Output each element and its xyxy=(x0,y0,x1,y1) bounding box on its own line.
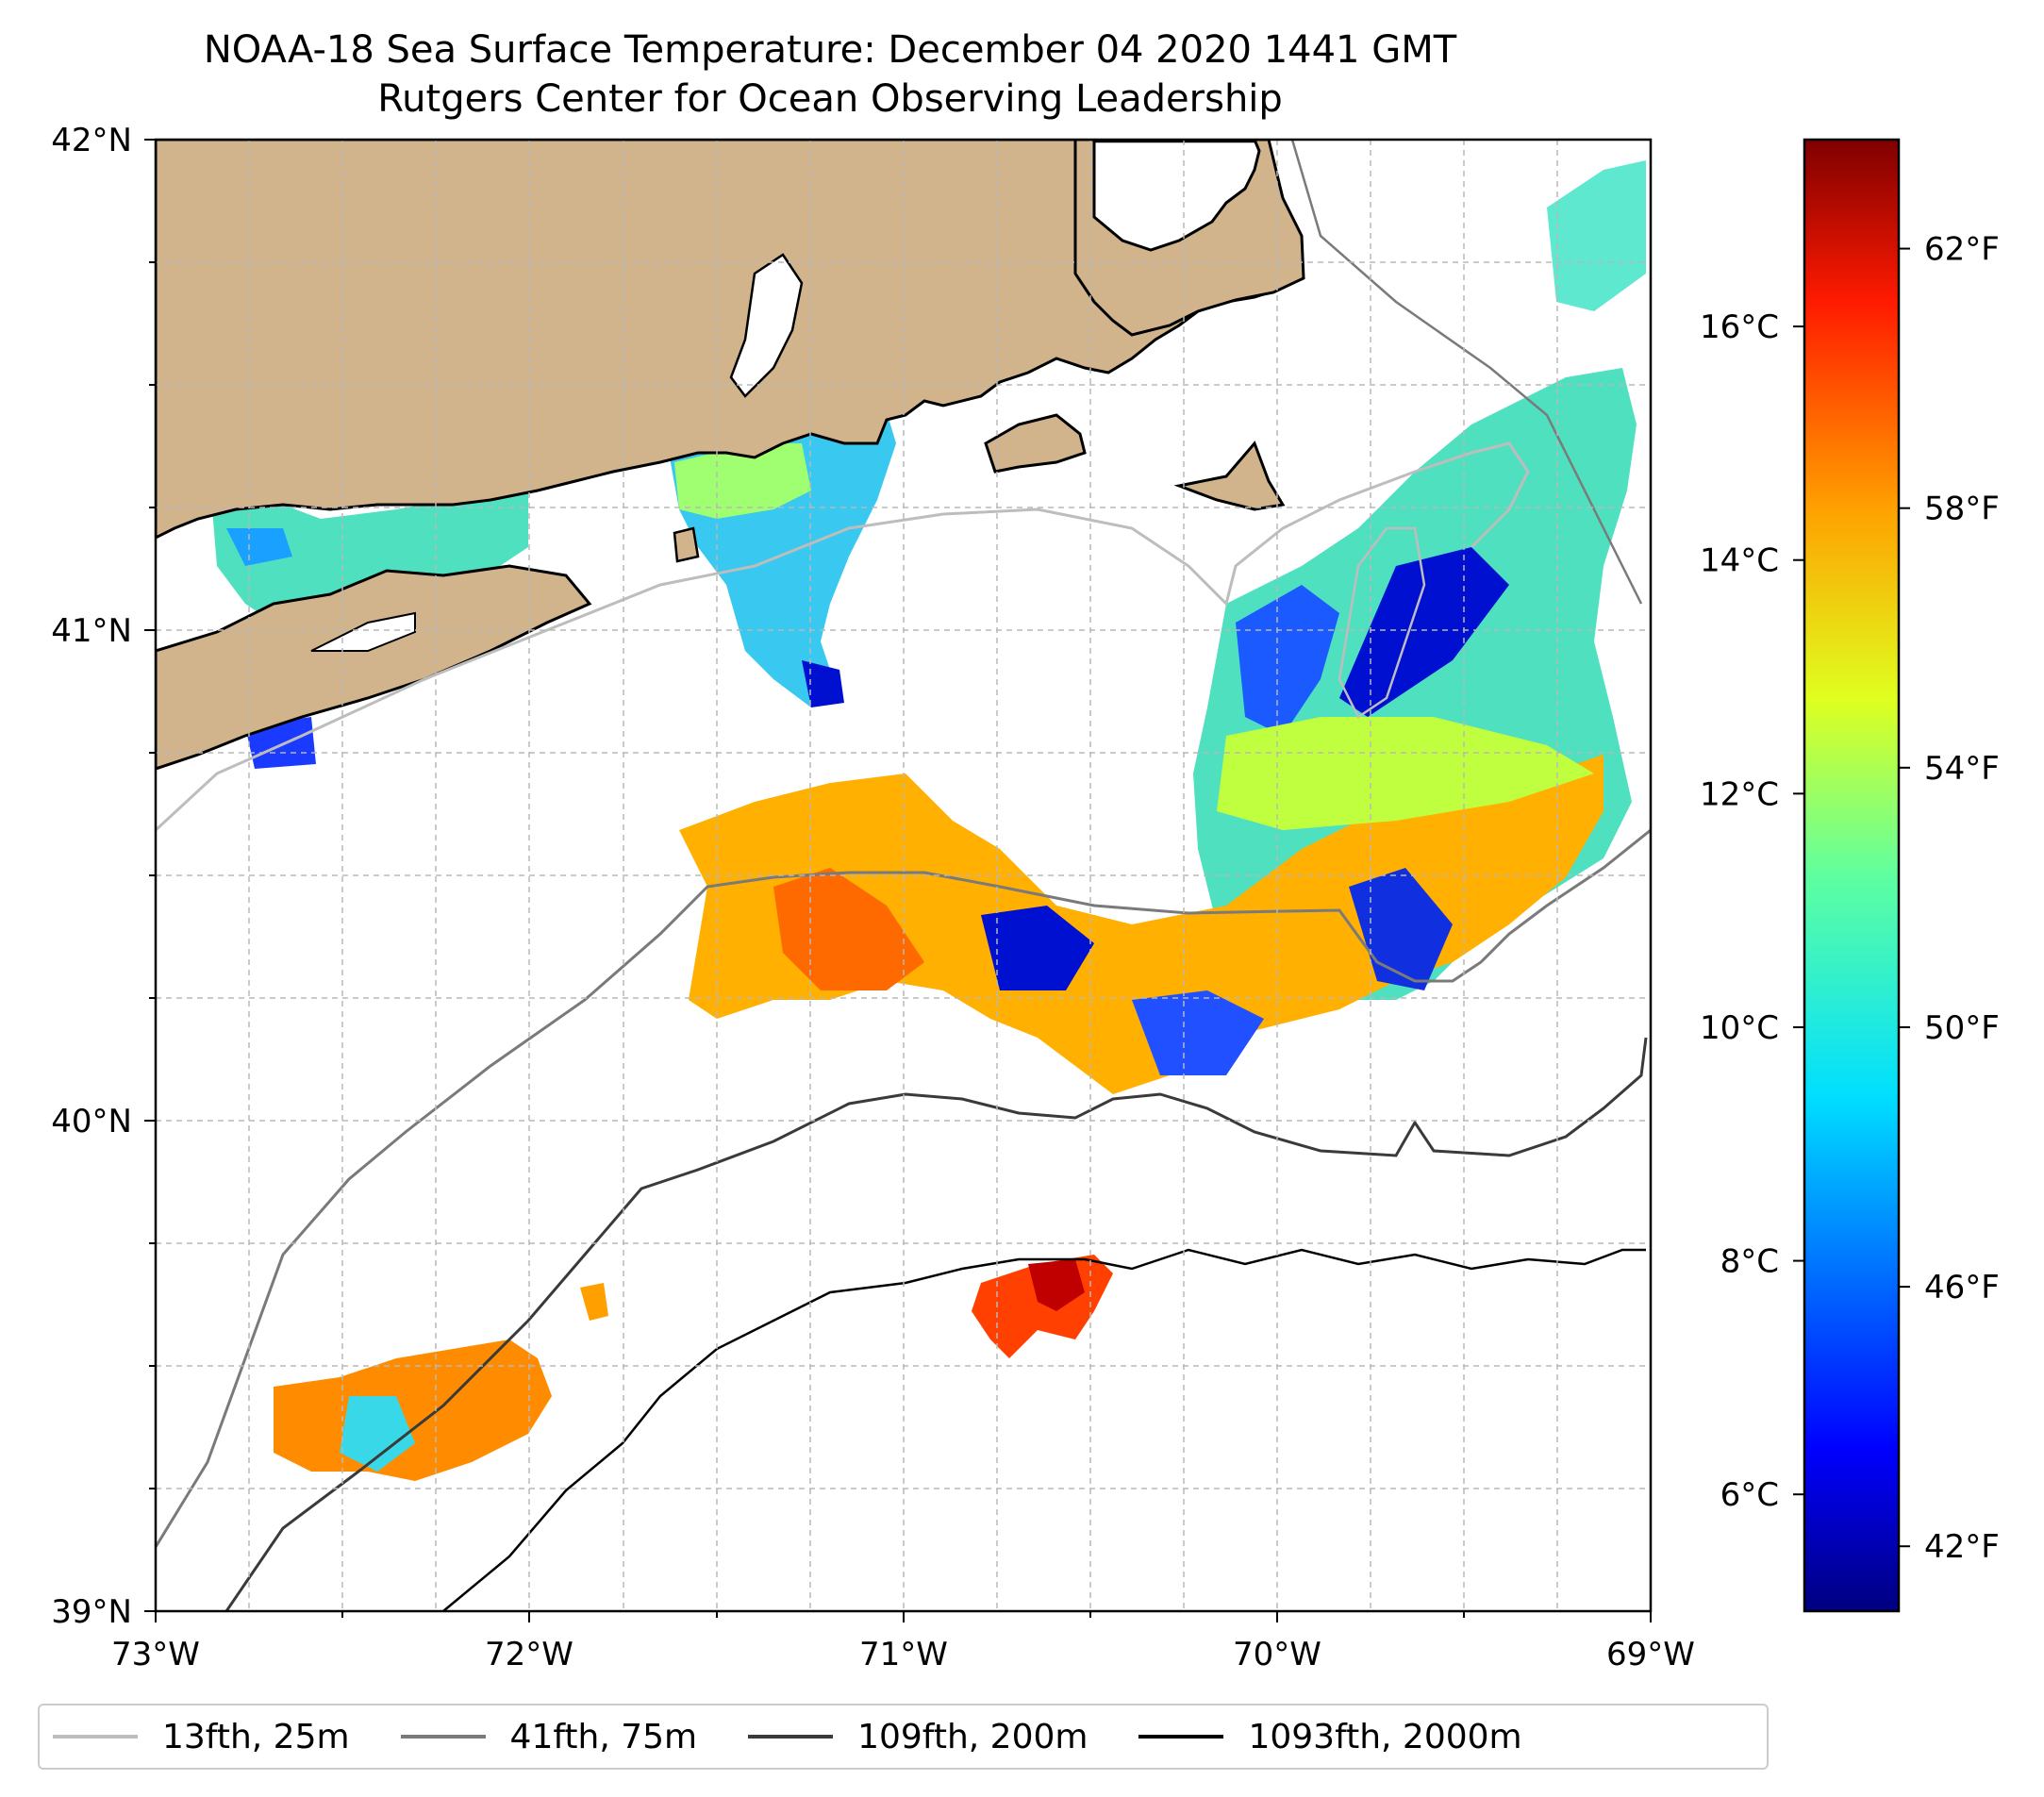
land-block-island xyxy=(673,526,700,563)
sst-patch-nantucket-blue xyxy=(1236,585,1339,736)
sst-patches xyxy=(212,160,1646,1481)
colorbar xyxy=(1803,138,1901,1613)
lat-label-41n: 41°N xyxy=(51,612,132,650)
axis-ticks xyxy=(144,139,1652,1622)
bathymetry-contours xyxy=(156,140,1651,1611)
contour-200m xyxy=(224,1037,1648,1611)
legend-item-75m: 41fth, 75m xyxy=(400,1717,698,1756)
map-subtitle: Rutgers Center for Ocean Observing Leade… xyxy=(377,77,1283,121)
colorbar-celsius-label: 12°C xyxy=(1700,775,1779,813)
lat-label-40n: 40°N xyxy=(51,1103,132,1140)
lon-labels: 73°W 72°W 71°W 70°W 69°W xyxy=(111,1636,1695,1673)
land-nantucket xyxy=(1173,441,1286,511)
contour-2000m xyxy=(442,1248,1646,1611)
legend-swatch xyxy=(1138,1735,1224,1739)
colorbar-fahrenheit-label: 42°F xyxy=(1924,1528,2000,1566)
legend-item-2000m: 1093fth, 2000m xyxy=(1138,1717,1522,1756)
land-long-island xyxy=(156,564,592,771)
sst-patch-block-island-blue xyxy=(802,660,844,707)
map-gridlines xyxy=(156,140,1651,1611)
sst-patch-shelf-green xyxy=(1217,717,1594,830)
colorbar-celsius-label: 6°C xyxy=(1720,1476,1779,1514)
legend-swatch xyxy=(400,1735,486,1739)
sst-patch-small-warm xyxy=(580,1283,608,1321)
map-title: NOAA-18 Sea Surface Temperature: Decembe… xyxy=(203,28,1457,72)
colorbar-celsius-label: 10°C xyxy=(1700,1009,1779,1047)
sst-patch-eddy-core xyxy=(1028,1259,1085,1311)
lon-label-70w: 70°W xyxy=(1233,1636,1321,1673)
colorbar-fahrenheit-label: 54°F xyxy=(1924,750,2000,788)
contour-75m-north xyxy=(1290,140,1643,605)
colorbar-celsius-label: 16°C xyxy=(1700,308,1779,346)
sst-patch-sw-cyan xyxy=(340,1396,415,1472)
lon-label-72w: 72°W xyxy=(485,1636,573,1673)
sst-patch-shelf-cold xyxy=(981,906,1094,990)
lon-label-71w: 71°W xyxy=(859,1636,948,1673)
colorbar-celsius-label: 14°C xyxy=(1700,542,1779,580)
legend-swatch xyxy=(748,1735,834,1739)
legend-item-200m: 109fth, 200m xyxy=(748,1718,1088,1756)
contour-25m xyxy=(156,441,1530,832)
legend-item-25m: 13fth, 25m xyxy=(53,1718,350,1756)
colorbar-celsius-label: 8°C xyxy=(1720,1243,1779,1281)
land-li-peconic xyxy=(310,611,416,652)
sst-patch-northeast xyxy=(1547,160,1646,311)
legend-label: 109fth, 200m xyxy=(857,1717,1088,1756)
sst-patch-shelf-cold-south xyxy=(1132,990,1264,1075)
sst-patch-shelf-hot xyxy=(773,868,924,990)
sst-patch-block-island-green xyxy=(674,443,811,519)
map-area xyxy=(156,140,1651,1611)
sst-patch-georges-streak xyxy=(1339,547,1509,717)
sst-patch-li-sound-blue xyxy=(226,528,292,566)
legend-swatch xyxy=(53,1735,138,1739)
contour-25m-shoal xyxy=(1338,526,1426,719)
colorbar-fahrenheit-axis: 62°F 58°F 54°F 50°F 46°F 42°F xyxy=(1899,231,2000,1566)
lon-label-73w: 73°W xyxy=(111,1636,200,1673)
land-cape-cod xyxy=(1073,140,1305,337)
lat-labels: 42°N 41°N 40°N 39°N xyxy=(51,122,132,1631)
colorbar-celsius-axis: 16°C 14°C 12°C 10°C 8°C 6°C xyxy=(1700,308,1804,1514)
contour-75m xyxy=(156,828,1651,1548)
lat-label-39n: 39°N xyxy=(51,1593,132,1631)
legend-label: 41fth, 75m xyxy=(509,1717,698,1756)
contour-legend: 13fth, 25m 41fth, 75m 109fth, 200m 1093f… xyxy=(38,1704,1769,1770)
land-marthas-vineyard xyxy=(984,413,1087,474)
colorbar-fahrenheit-label: 46°F xyxy=(1924,1269,2000,1306)
sst-patch-sw-warm xyxy=(274,1339,552,1481)
land-narragansett-water xyxy=(729,253,804,398)
lat-label-42n: 42°N xyxy=(51,122,132,159)
colorbar-fahrenheit-label: 58°F xyxy=(1924,491,2000,528)
colorbar-fahrenheit-label: 62°F xyxy=(1924,231,2000,269)
colorbar-fahrenheit-label: 50°F xyxy=(1924,1009,2000,1047)
lon-label-69w: 69°W xyxy=(1606,1636,1695,1673)
legend-label: 1093fth, 2000m xyxy=(1248,1717,1522,1756)
legend-label: 13fth, 25m xyxy=(162,1717,350,1756)
sst-patch-shelf-warm xyxy=(679,755,1604,1094)
